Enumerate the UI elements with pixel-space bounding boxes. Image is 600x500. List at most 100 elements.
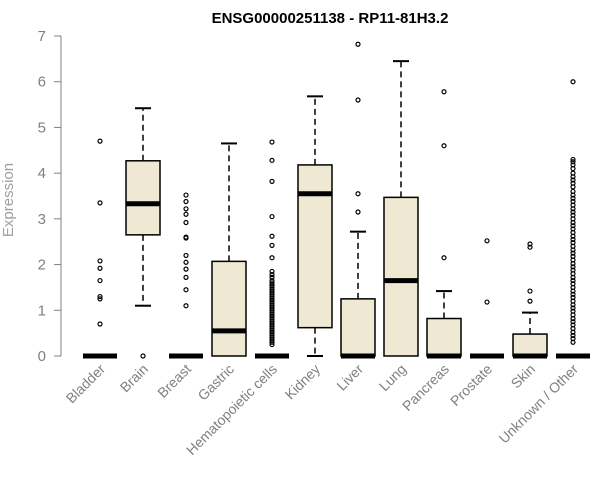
x-tick-label: Bladder [63,361,109,407]
box-group [211,142,247,357]
outlier-point [183,206,189,212]
box-iqr [297,164,333,329]
box-group [125,107,161,359]
outlier-point [570,264,576,270]
x-tick-label: Pancreas [399,361,452,414]
outlier-point [269,178,275,184]
outlier-point [527,298,533,304]
outlier-point [570,315,576,322]
box-group [83,138,117,359]
outlier-point [183,235,189,241]
outlier-point [570,209,576,215]
outlier-point [97,138,103,144]
box-group [340,41,376,359]
outlier-point [527,288,533,294]
outlier-point [570,174,576,180]
outlier-point [269,157,275,163]
outlier-point [97,293,103,300]
outlier-point [97,258,103,264]
x-tick-label: Lung [376,361,409,394]
box-group [383,60,419,357]
outlier-point [269,233,275,239]
outlier-point [570,223,576,229]
outlier-point [355,41,361,47]
outlier-point [570,195,576,201]
outlier-point [570,159,576,165]
outlier-point [97,296,103,302]
box-group [470,238,504,359]
y-tick-label: 7 [38,28,46,45]
box-group [426,89,462,359]
outlier-point [269,213,275,220]
box-group [297,95,333,357]
chart-title: ENSG00000251138 - RP11-81H3.2 [212,10,449,27]
outlier-point [527,244,533,250]
outlier-point [355,97,361,103]
outlier-point [97,265,103,271]
outlier-point [183,219,189,226]
box-iqr [340,298,376,357]
outlier-point [570,79,576,85]
x-tick-label: Brain [117,361,151,395]
outlier-point [441,89,447,95]
outlier-point [570,156,576,163]
box-iqr [512,333,548,357]
outlier-point [570,261,576,267]
outlier-point [570,250,576,256]
outlier-point [484,299,490,305]
x-tick-label: Gastric [194,361,237,404]
box-iqr [125,160,161,236]
outlier-point [570,291,576,297]
y-axis: 0 1 2 3 4 5 6 7 [38,28,62,365]
x-tick-label: Prostate [447,361,495,409]
box-iqr [211,260,247,357]
y-tick-label: 6 [38,74,46,91]
box-group [512,241,548,359]
outlier-point [570,305,576,311]
y-tick-label: 4 [38,165,46,182]
outlier-point [570,332,576,339]
outlier-point [269,242,275,248]
outlier-point [183,266,189,272]
outlier-point [269,255,275,261]
outlier-point [570,177,576,183]
outlier-point [570,277,576,284]
outlier-point [269,268,275,275]
outlier-point [570,219,576,226]
outlier-point [570,233,576,239]
box-group [556,79,590,359]
box-group [169,192,203,359]
outlier-point [570,247,576,253]
outlier-point [484,238,490,244]
outlier-point [570,302,576,308]
outlier-point [269,274,275,280]
outlier-point [570,339,576,345]
x-tick-label: Breast [154,361,194,401]
outlier-point [570,206,576,212]
outlier-point [140,353,146,359]
x-tick-label: Unknown / Other [496,361,582,447]
y-axis-label: Expression [0,163,17,237]
outlier-point [570,319,576,325]
y-tick-label: 3 [38,211,46,228]
outlier-point [570,192,576,198]
outlier-point [570,329,576,335]
y-tick-label: 0 [38,348,46,365]
x-tick-label: Skin [508,361,539,392]
outlier-point [183,198,189,205]
outlier-point [441,143,447,149]
box-group [255,139,289,359]
outlier-point [183,287,189,293]
outlier-point [183,192,189,198]
outlier-point [269,341,275,348]
outlier-point [183,303,189,309]
outlier-point [269,339,275,345]
outlier-point [183,259,189,265]
boxes-layer [83,41,590,359]
outlier-point [355,191,361,197]
box-iqr [383,196,419,357]
x-tick-label: Liver [333,361,366,394]
y-tick-label: 5 [38,119,46,136]
outlier-point [97,321,103,327]
